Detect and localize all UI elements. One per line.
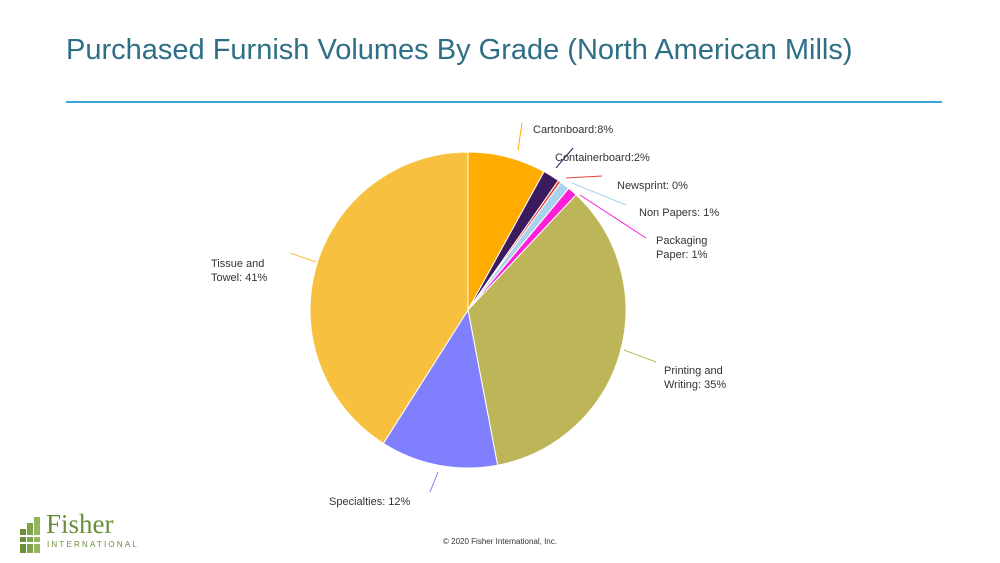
pie-slice [309,151,469,445]
fisher-logo: Fisher INTERNATIONAL [20,509,140,557]
slice-label: Specialties: 12% [329,496,411,508]
copyright-notice: © 2020 Fisher International, Inc. [443,537,557,546]
leader-line [517,122,523,151]
slice-label: Containerboard:2% [555,152,650,164]
page-title: Purchased Furnish Volumes By Grade (Nort… [66,34,853,66]
logo-wordmark: Fisher [46,509,114,539]
leader-line [579,194,647,239]
leader-line [429,471,439,493]
leader-line [555,147,574,169]
leader-line [565,175,603,179]
slice-label: Printing and Writing: 35% [664,365,726,391]
slice-label: Packaging Paper: 1% [656,235,708,261]
logo-subtitle: INTERNATIONAL [47,540,140,549]
pie-slice [382,308,499,469]
leader-line [571,182,627,206]
leader-line [289,252,317,263]
slice-label: Cartonboard:8% [533,124,613,136]
slice-label: Tissue and Towel: 41% [211,258,267,284]
title-divider [66,101,942,103]
leader-line [623,349,657,363]
slice-label: Newsprint: 0% [617,180,688,192]
pie-slice [467,194,627,466]
logo-mark-icon [20,517,40,553]
slice-label: Non Papers: 1% [639,207,719,219]
